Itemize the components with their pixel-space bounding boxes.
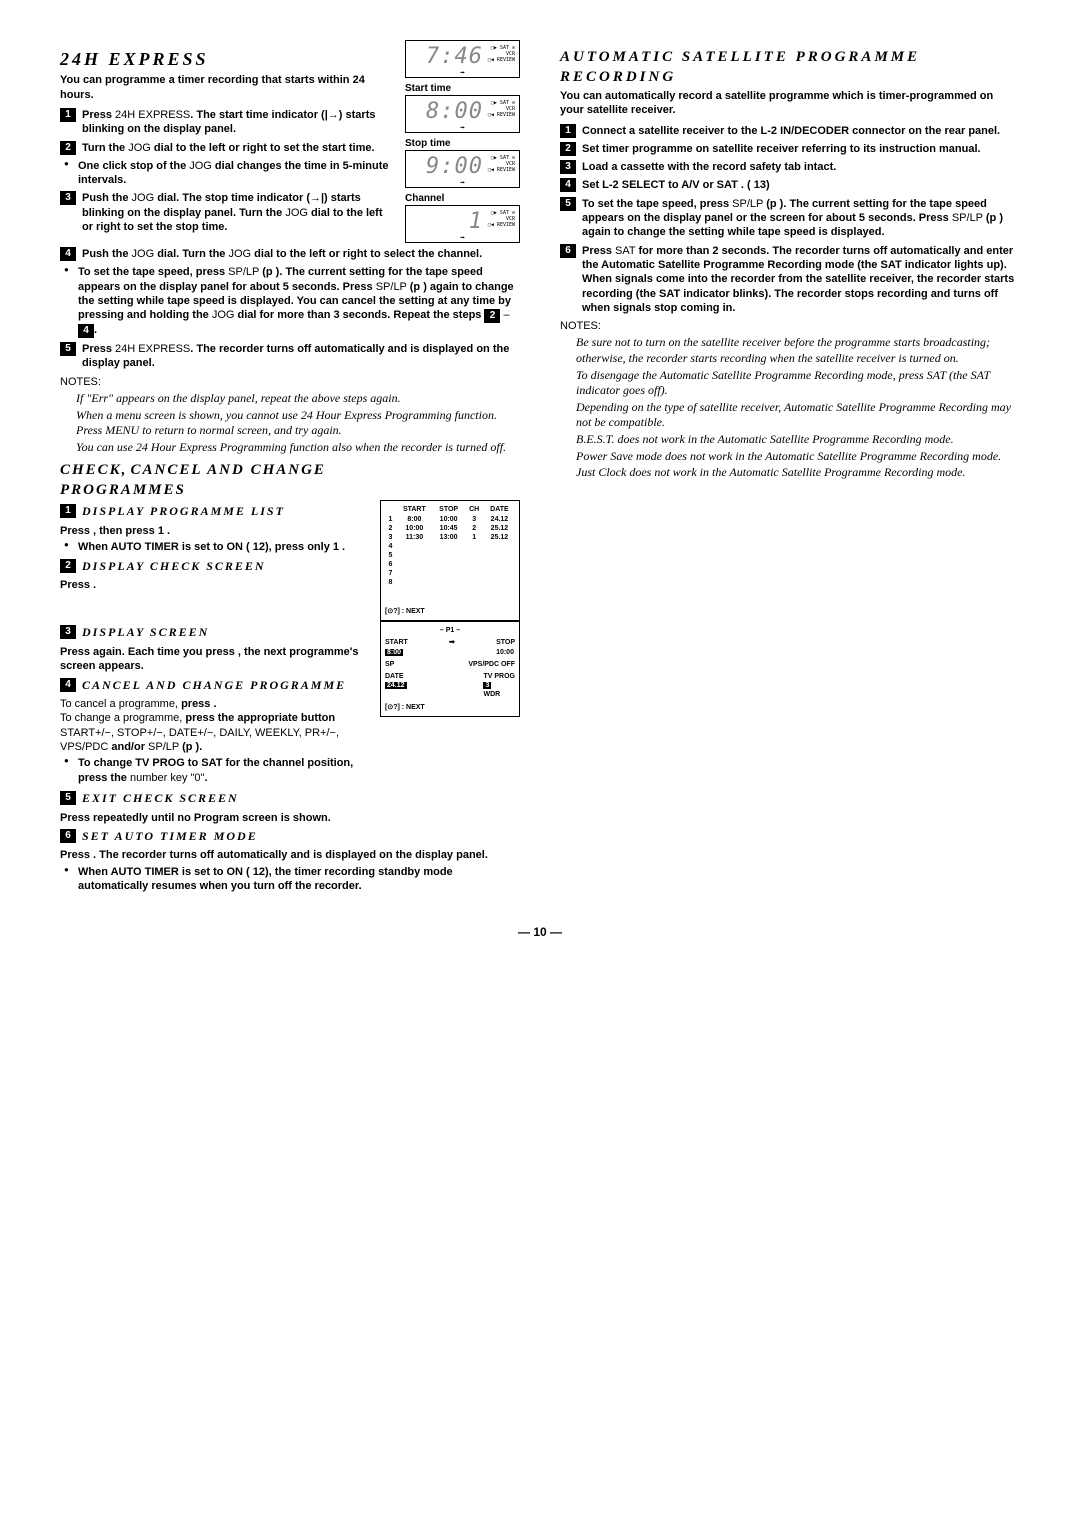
- step-3: 3Load a cassette with the record safety …: [560, 160, 1020, 174]
- bullet-step: To change TV PROG to SAT for the channel…: [60, 756, 366, 785]
- step-2: 2Set timer programme on satellite receiv…: [560, 142, 1020, 156]
- step-num: 2: [560, 142, 576, 156]
- step2-5: 5 EXIT CHECK SCREEN: [60, 791, 520, 807]
- step2-body: Press again. Each time you press , the n…: [60, 645, 366, 674]
- note-line: When a menu screen is shown, you cannot …: [76, 408, 520, 439]
- intro-sat: You can automatically record a satellite…: [560, 89, 1020, 118]
- step2-6: 6 SET AUTO TIMER MODE: [60, 829, 520, 845]
- note-line: B.E.S.T. does not work in the Automatic …: [576, 432, 1020, 448]
- step-6: 6Press SAT for more than 2 seconds. The …: [560, 244, 1020, 315]
- note-line: Be sure not to turn on the satellite rec…: [576, 335, 1020, 366]
- step-num: 3: [60, 625, 76, 639]
- heading-24h: 24H EXPRESS: [60, 48, 389, 71]
- step-num: 1: [60, 504, 76, 518]
- step2-body: Press .: [60, 578, 366, 592]
- step2-1: 1 DISPLAY PROGRAMME LIST: [60, 504, 366, 520]
- prog-detail-screen: – P1 – START8:00➡STOP10:00 SPVPS/PDC OFF…: [380, 621, 520, 717]
- notes-sat: Be sure not to turn on the satellite rec…: [560, 335, 1020, 480]
- note-line: If "Err" appears on the display panel, r…: [76, 391, 520, 407]
- display-box: 8:00 □▶ SAT ⊙VCR□◀ REVIEW ➡: [405, 95, 520, 133]
- step-1: 1Press 24H EXPRESS. The start time indic…: [60, 108, 389, 137]
- heading-check-a: CHECK,: [60, 462, 127, 478]
- step2-4: 4 CANCEL AND CHANGE PROGRAMME: [60, 678, 366, 694]
- disp-title: Start time: [405, 82, 520, 95]
- notes-label-sat: NOTES:: [560, 319, 1020, 333]
- step-num: 5: [60, 342, 76, 356]
- step2-body: Press repeatedly until no Program screen…: [60, 811, 520, 825]
- bullet-step: To set the tape speed, press SP/LP (p ).…: [60, 265, 520, 338]
- step-num: 1: [560, 124, 576, 138]
- step-num: 5: [560, 197, 576, 211]
- step-4: 4Push the JOG dial. Turn the JOG dial to…: [60, 247, 520, 261]
- note-line: Just Clock does not work in the Automati…: [576, 465, 1020, 481]
- step2-body: Press . The recorder turns off automatic…: [60, 848, 520, 893]
- prog-list-screen: STARTSTOPCHDATE 18:0010:00324.12210:0010…: [380, 500, 520, 621]
- disp-title: Channel: [405, 192, 520, 205]
- step-num: 1: [60, 108, 76, 122]
- step-1: 1Connect a satellite receiver to the L-2…: [560, 124, 1020, 138]
- bullet-step: When AUTO TIMER is set to ON ( 12), pres…: [60, 540, 366, 554]
- step-num: 6: [60, 829, 76, 843]
- note-line: To disengage the Automatic Satellite Pro…: [576, 368, 1020, 399]
- note-line: Power Save mode does not work in the Aut…: [576, 449, 1020, 465]
- step-num: 5: [60, 791, 76, 805]
- display-box: 7:46 □▶ SAT ⊙VCR□◀ REVIEW ➡: [405, 40, 520, 78]
- notes-label-1: NOTES:: [60, 375, 520, 389]
- note-line: You can use 24 Hour Express Programming …: [76, 440, 520, 456]
- step-num: 3: [560, 160, 576, 174]
- step2-body: To cancel a programme, press .To change …: [60, 697, 366, 785]
- display-figures: 7:46 □▶ SAT ⊙VCR□◀ REVIEW ➡ Start time 8…: [405, 40, 520, 243]
- step-2: 2Turn the JOG dial to the left or right …: [60, 141, 389, 155]
- step-5: 5Press 24H EXPRESS. The recorder turns o…: [60, 342, 520, 371]
- step-4: 4Set L-2 SELECT to A/V or SAT . ( 13): [560, 178, 1020, 192]
- step-num: 2: [60, 141, 76, 155]
- step-5: 5To set the tape speed, press SP/LP (p )…: [560, 197, 1020, 240]
- step-num: 4: [560, 178, 576, 192]
- bullet-step: One click stop of the JOG dial changes t…: [60, 159, 389, 188]
- page-number: — 10 —: [60, 925, 1020, 941]
- display-box: 9:00 □▶ SAT ⊙VCR□◀ REVIEW ➡: [405, 150, 520, 188]
- disp-title: Stop time: [405, 137, 520, 150]
- display-box: 1 □▶ SAT ⊙VCR□◀ REVIEW ➡: [405, 205, 520, 243]
- note-line: Depending on the type of satellite recei…: [576, 400, 1020, 431]
- heading-check: CHECK, CANCEL AND CHANGE PROGRAMMES: [60, 461, 520, 500]
- step-num: 2: [60, 559, 76, 573]
- bullet-step: When AUTO TIMER is set to ON ( 12), the …: [60, 865, 520, 894]
- step-num: 4: [60, 678, 76, 692]
- step-num: 6: [560, 244, 576, 258]
- step-num: 3: [60, 191, 76, 205]
- notes-1: If "Err" appears on the display panel, r…: [60, 391, 520, 455]
- heading-check-b: CANCEL AND CHANGE: [131, 462, 326, 478]
- heading-check-c: PROGRAMMES: [60, 482, 186, 498]
- step2-body: Press , then press 1 .When AUTO TIMER is…: [60, 524, 366, 555]
- step-3: 3Push the JOG dial. The stop time indica…: [60, 191, 389, 234]
- step-num: 4: [60, 247, 76, 261]
- step2-2: 2 DISPLAY CHECK SCREEN: [60, 559, 366, 575]
- step2-3: 3 DISPLAY SCREEN: [60, 625, 366, 641]
- heading-sat: AUTOMATIC SATELLITE PROGRAMME RECORDING: [560, 48, 1020, 87]
- intro-24h: You can programme a timer recording that…: [60, 73, 389, 102]
